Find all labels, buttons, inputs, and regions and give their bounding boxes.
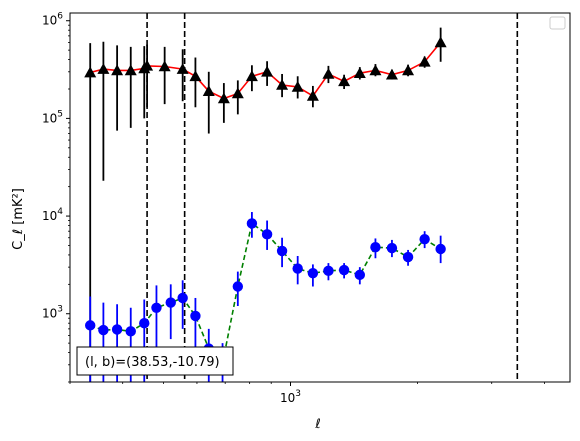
circle-marker: [85, 320, 96, 331]
circle-marker: [177, 292, 188, 304]
triangle-marker: [231, 87, 244, 99]
circle-marker: [419, 233, 430, 245]
triangle-marker: [276, 78, 289, 90]
triangle-marker: [369, 64, 382, 76]
triangle-marker: [176, 63, 189, 74]
circle-marker: [246, 218, 258, 229]
y-tick-label: 103: [42, 305, 63, 321]
axis-ticks: 103 104 105 106 103: [42, 12, 545, 405]
circle-marker: [165, 297, 176, 308]
circle-marker: [386, 242, 398, 254]
circle-marker: [125, 326, 136, 337]
circle-marker: [292, 263, 303, 274]
data-series: [84, 27, 447, 382]
circle-marker: [276, 245, 288, 257]
series-lower-circles: [85, 212, 446, 382]
triangle-marker: [385, 68, 398, 80]
triangle-marker: [261, 65, 274, 77]
triangle-marker: [189, 70, 202, 82]
y-axis-label: C_ℓ [mK²]: [11, 188, 26, 250]
triangle-marker: [97, 63, 110, 74]
triangle-marker: [322, 67, 335, 79]
circle-marker: [98, 324, 109, 336]
triangle-marker: [158, 60, 171, 72]
legend-box: [549, 16, 566, 30]
x-tick-label: 103: [280, 389, 301, 405]
triangle-marker: [291, 80, 304, 92]
circle-marker: [338, 264, 350, 276]
y-tick-label: 106: [42, 12, 63, 28]
circle-marker: [151, 302, 162, 314]
triangle-marker: [217, 92, 230, 104]
circle-marker: [307, 268, 319, 279]
triangle-marker: [402, 64, 415, 76]
triangle-marker: [141, 59, 154, 71]
triangle-marker: [338, 75, 351, 87]
circle-marker: [139, 317, 150, 329]
circle-marker: [190, 310, 201, 322]
triangle-marker: [306, 89, 319, 101]
triangle-marker: [84, 66, 97, 78]
triangle-marker: [202, 85, 215, 96]
circle-marker: [232, 281, 244, 292]
circle-marker: [402, 251, 414, 263]
circle-marker: [435, 243, 446, 255]
plot-frame: [69, 12, 571, 383]
triangle-marker: [245, 70, 258, 82]
triangle-marker: [418, 55, 431, 67]
annotation-text: (l, b)=(38.53,-10.79): [85, 355, 220, 370]
circle-marker: [111, 324, 123, 335]
circle-marker: [323, 265, 334, 277]
triangle-marker: [124, 64, 137, 76]
circle-marker: [261, 229, 273, 240]
triangle-marker: [353, 67, 366, 79]
x-axis-label: ℓ: [314, 417, 320, 432]
y-tick-label: 104: [42, 207, 63, 223]
triangle-marker: [434, 36, 447, 48]
y-tick-label: 105: [42, 109, 63, 125]
triangle-marker: [111, 64, 124, 76]
plot-area: [70, 13, 570, 382]
series-upper-triangles: [84, 27, 447, 382]
annotation-box: (l, b)=(38.53,-10.79): [76, 346, 234, 376]
circle-marker: [354, 269, 366, 281]
circle-marker: [370, 241, 381, 253]
